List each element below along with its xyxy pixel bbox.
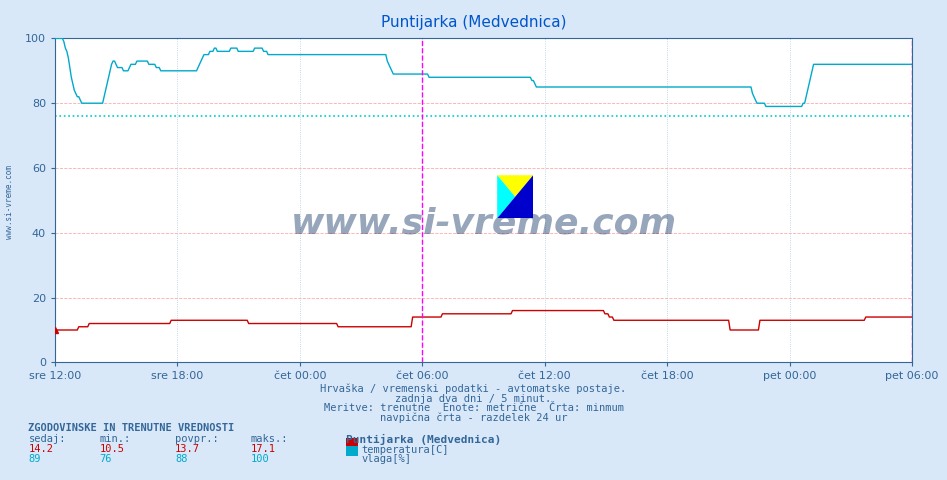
Text: temperatura[C]: temperatura[C] [362, 445, 449, 455]
Polygon shape [497, 175, 515, 218]
Text: Puntijarka (Medvednica): Puntijarka (Medvednica) [346, 434, 501, 445]
Text: 88: 88 [175, 454, 188, 464]
Polygon shape [497, 175, 533, 218]
Text: Meritve: trenutne  Enote: metrične  Črta: minmum: Meritve: trenutne Enote: metrične Črta: … [324, 403, 623, 413]
Text: 89: 89 [28, 454, 41, 464]
Text: 13.7: 13.7 [175, 444, 200, 455]
Text: 10.5: 10.5 [99, 444, 124, 455]
Text: povpr.:: povpr.: [175, 434, 219, 444]
Text: maks.:: maks.: [251, 434, 289, 444]
Text: 100: 100 [251, 454, 270, 464]
Text: 76: 76 [99, 454, 112, 464]
Text: sedaj:: sedaj: [28, 434, 66, 444]
Text: zadnja dva dni / 5 minut.: zadnja dva dni / 5 minut. [396, 394, 551, 404]
Text: www.si-vreme.com: www.si-vreme.com [291, 206, 676, 240]
Text: ZGODOVINSKE IN TRENUTNE VREDNOSTI: ZGODOVINSKE IN TRENUTNE VREDNOSTI [28, 423, 235, 433]
Text: Puntijarka (Medvednica): Puntijarka (Medvednica) [381, 15, 566, 30]
Text: 17.1: 17.1 [251, 444, 276, 455]
Text: navpična črta - razdelek 24 ur: navpična črta - razdelek 24 ur [380, 413, 567, 423]
Polygon shape [497, 175, 533, 197]
Text: Hrvaška / vremenski podatki - avtomatske postaje.: Hrvaška / vremenski podatki - avtomatske… [320, 384, 627, 395]
Text: 14.2: 14.2 [28, 444, 53, 455]
Text: www.si-vreme.com: www.si-vreme.com [5, 165, 14, 239]
Text: vlaga[%]: vlaga[%] [362, 454, 412, 464]
Text: min.:: min.: [99, 434, 131, 444]
